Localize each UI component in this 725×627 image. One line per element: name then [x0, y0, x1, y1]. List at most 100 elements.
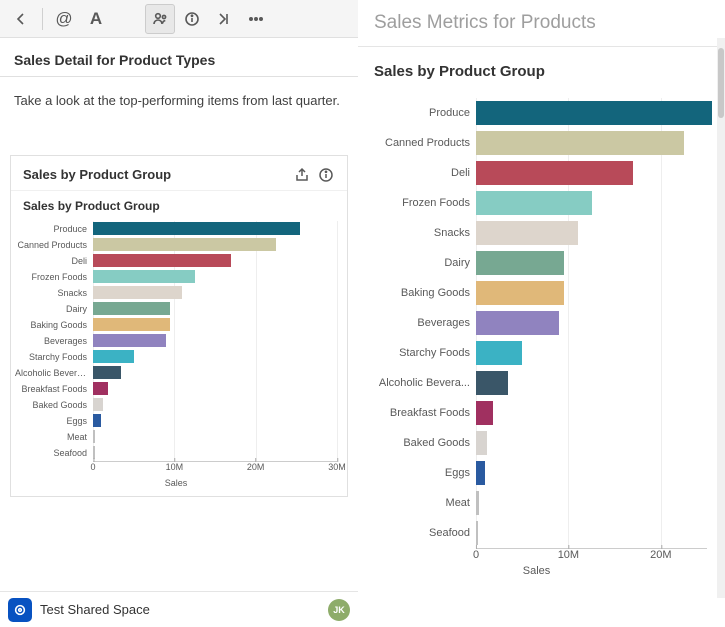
bar-label: Meat: [366, 488, 476, 518]
footer: Test Shared Space JK: [0, 591, 358, 627]
bar[interactable]: [476, 371, 508, 395]
bar-label: Baked Goods: [15, 397, 93, 413]
back-button[interactable]: [6, 4, 36, 34]
bar-label: Deli: [15, 253, 93, 269]
bar-track: [476, 308, 707, 338]
bar-label: Snacks: [366, 218, 476, 248]
bar-track: [476, 98, 707, 128]
bar-label: Breakfast Foods: [15, 381, 93, 397]
avatar[interactable]: JK: [328, 599, 350, 621]
chart-card: Sales by Product Group Sales by Product …: [10, 155, 348, 497]
more-button[interactable]: [241, 4, 271, 34]
scrollbar[interactable]: [717, 38, 725, 598]
text-style-button[interactable]: A: [81, 4, 111, 34]
bar-label: Snacks: [15, 285, 93, 301]
bar[interactable]: [93, 414, 101, 427]
bar[interactable]: [476, 281, 564, 305]
bar[interactable]: [476, 341, 522, 365]
axis-ticks: 010M20M: [476, 549, 707, 563]
share-icon[interactable]: [293, 166, 311, 184]
bar[interactable]: [476, 461, 485, 485]
scrollbar-thumb[interactable]: [718, 48, 724, 118]
bar-track: [476, 368, 707, 398]
bar-label: Dairy: [366, 248, 476, 278]
bar-label: Baking Goods: [15, 317, 93, 333]
bar[interactable]: [476, 131, 684, 155]
info-button[interactable]: [177, 4, 207, 34]
bar[interactable]: [476, 161, 633, 185]
card-title: Sales by Product Group: [23, 167, 287, 182]
bar-label: Eggs: [366, 458, 476, 488]
mention-button[interactable]: @: [49, 4, 79, 34]
bar-track: [93, 285, 337, 301]
bar-track: [476, 458, 707, 488]
section-description: Take a look at the top-performing items …: [0, 77, 358, 125]
bar-label: Seafood: [15, 445, 93, 461]
bar-label: Meat: [15, 429, 93, 445]
bar-track: [93, 349, 337, 365]
bar-label: Canned Products: [15, 237, 93, 253]
bar[interactable]: [476, 311, 559, 335]
bar-track: [93, 381, 337, 397]
bar-track: [476, 398, 707, 428]
bar[interactable]: [93, 398, 103, 411]
bar-track: [476, 248, 707, 278]
bar[interactable]: [93, 286, 182, 299]
bar[interactable]: [93, 366, 121, 379]
bar-track: [93, 269, 337, 285]
right-title: Sales Metrics for Products: [358, 0, 725, 46]
right-chart-title: Sales by Product Group: [358, 53, 725, 90]
bar-track: [476, 158, 707, 188]
bar-label: Baked Goods: [366, 428, 476, 458]
bar[interactable]: [476, 101, 712, 125]
toolbar: @ A: [0, 0, 358, 38]
bar-label: Beverages: [366, 308, 476, 338]
collapse-button[interactable]: [209, 4, 239, 34]
bar[interactable]: [476, 251, 564, 275]
axis-label: Sales: [15, 476, 337, 494]
bar-track: [476, 278, 707, 308]
chart-small: ProduceCanned ProductsDeliFrozen FoodsSn…: [11, 217, 347, 496]
axis-label: Sales: [366, 563, 707, 583]
axis-ticks: 010M20M30M: [93, 462, 337, 476]
bar[interactable]: [93, 302, 170, 315]
bar-label: Seafood: [366, 518, 476, 548]
bar[interactable]: [93, 238, 276, 251]
bar-label: Alcoholic Bevera...: [15, 365, 93, 381]
bar[interactable]: [476, 491, 479, 515]
bar-label: Canned Products: [366, 128, 476, 158]
bar-label: Eggs: [15, 413, 93, 429]
bar-track: [93, 253, 337, 269]
bar-label: Dairy: [15, 301, 93, 317]
bar-track: [93, 413, 337, 429]
bar-label: Breakfast Foods: [366, 398, 476, 428]
bar[interactable]: [93, 382, 108, 395]
bar[interactable]: [476, 401, 493, 425]
bar[interactable]: [93, 350, 134, 363]
bar-track: [93, 429, 337, 445]
bar-track: [476, 518, 707, 548]
bar[interactable]: [93, 254, 231, 267]
bar[interactable]: [476, 521, 478, 545]
bar[interactable]: [93, 270, 195, 283]
bar-track: [476, 488, 707, 518]
space-icon[interactable]: [8, 598, 32, 622]
bar[interactable]: [476, 431, 487, 455]
bar-label: Starchy Foods: [15, 349, 93, 365]
bar[interactable]: [476, 191, 592, 215]
separator: [42, 8, 43, 30]
bar[interactable]: [93, 334, 166, 347]
bar[interactable]: [93, 222, 300, 235]
bar[interactable]: [476, 221, 578, 245]
divider: [358, 46, 725, 47]
bar-track: [476, 188, 707, 218]
bar-track: [93, 397, 337, 413]
section-title: Sales Detail for Product Types: [0, 38, 358, 77]
space-name[interactable]: Test Shared Space: [40, 602, 320, 617]
people-button[interactable]: [145, 4, 175, 34]
info-icon[interactable]: [317, 166, 335, 184]
bar[interactable]: [93, 318, 170, 331]
bar-label: Frozen Foods: [15, 269, 93, 285]
bar[interactable]: [93, 430, 95, 443]
bar-track: [93, 221, 337, 237]
